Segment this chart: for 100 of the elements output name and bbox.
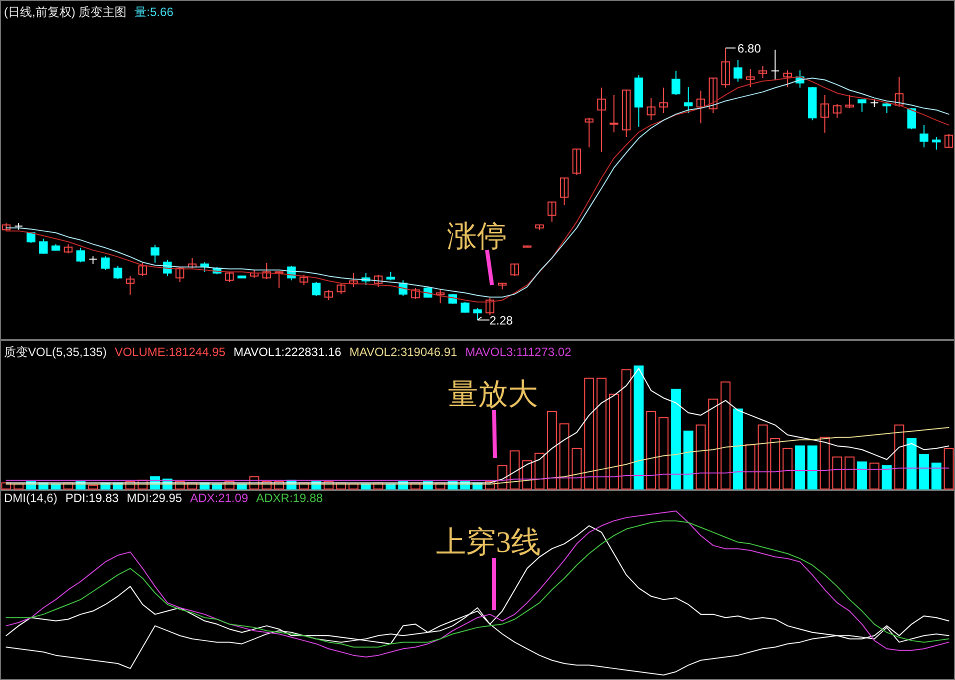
bar [174, 481, 185, 490]
candlestick [300, 274, 308, 286]
candlestick [832, 103, 842, 118]
candlestick [510, 264, 520, 277]
candlestick [460, 301, 470, 314]
bar [534, 452, 544, 490]
text: MAVOL2:319046.91 [349, 345, 458, 359]
text: MAVOL3:111273.02 [465, 345, 572, 359]
candlestick [696, 90, 706, 124]
text: VOLUME:181244.95 [114, 345, 226, 359]
bar [608, 394, 619, 490]
text: PDI:19.83 [65, 491, 120, 505]
bar [634, 366, 644, 490]
candlestick [684, 86, 693, 114]
bar [919, 454, 929, 490]
candlestick [708, 78, 718, 114]
candlestick [758, 66, 768, 79]
candlestick [894, 76, 904, 108]
chart-title: DMI(14,6) [4, 491, 58, 505]
bar [832, 456, 842, 490]
bar [770, 438, 780, 490]
candlestick [548, 202, 556, 222]
candlestick [262, 262, 271, 280]
text: MDI:29.95 [126, 491, 182, 505]
bar [795, 445, 805, 490]
candlestick [770, 49, 780, 80]
candlestick [411, 288, 420, 300]
candlestick [188, 258, 197, 269]
candlestick [138, 262, 147, 277]
candlestick [336, 282, 346, 295]
candlestick [932, 136, 941, 150]
bar [708, 398, 718, 490]
bar [484, 481, 495, 490]
bar [758, 424, 768, 490]
bar [782, 448, 793, 490]
candlestick [274, 270, 284, 289]
candlestick [88, 256, 98, 265]
bar [572, 448, 582, 490]
candlestick [113, 265, 122, 280]
bar [510, 450, 520, 490]
candlestick [721, 48, 730, 88]
bar [820, 436, 830, 490]
bar [857, 461, 867, 490]
bar [262, 481, 272, 490]
bar [894, 424, 904, 490]
candlestick [920, 124, 928, 148]
text: ADXR:19.88 [256, 491, 324, 505]
bar [274, 481, 284, 490]
bar [497, 465, 508, 490]
annotation: 2.28 [490, 313, 514, 328]
candlestick [374, 274, 383, 288]
bar [906, 438, 917, 490]
bar [249, 476, 260, 490]
bar [658, 417, 669, 490]
candlestick [845, 94, 854, 109]
bar [683, 430, 694, 490]
candlestick [486, 297, 494, 316]
candlestick [584, 117, 594, 148]
bar [869, 462, 880, 490]
candlestick [882, 102, 892, 114]
annotation: 量放大 [448, 378, 538, 411]
bar [88, 484, 98, 490]
candlestick [560, 177, 569, 206]
bar [720, 381, 731, 490]
bar [596, 378, 606, 490]
bar [732, 408, 743, 490]
chart-title: 质变VOL(5,35,135) [4, 345, 107, 359]
bar [670, 388, 681, 490]
annotation: 6.80 [738, 41, 762, 56]
candlestick [76, 247, 85, 263]
chart-title: (日线,前复权) 质变主图 [4, 5, 127, 19]
bar [584, 378, 594, 490]
bar [646, 411, 656, 490]
candlestick [622, 90, 631, 138]
bar [807, 445, 818, 490]
candlestick [436, 288, 445, 304]
candlestick [150, 244, 160, 264]
candlestick [820, 94, 830, 134]
bar [931, 462, 942, 490]
candlestick [944, 134, 954, 148]
candlestick [473, 307, 482, 320]
candlestick [659, 87, 668, 114]
candlestick [734, 60, 742, 82]
bar [522, 460, 532, 490]
candlestick [858, 98, 866, 112]
bar [844, 456, 855, 490]
bar [696, 424, 706, 490]
annotation: 涨停 [447, 220, 507, 253]
candlestick [746, 68, 755, 88]
candlestick [672, 70, 680, 96]
candlestick [312, 282, 321, 296]
text: ADX:21.09 [190, 491, 248, 505]
candlestick [126, 276, 135, 296]
chart-subtitle: 量:5.66 [134, 5, 174, 19]
annotation: 上穿3线 [436, 526, 541, 559]
bar [224, 481, 234, 490]
bar [546, 411, 557, 490]
candlestick [646, 97, 656, 121]
candlestick [39, 238, 48, 254]
candlestick [572, 148, 582, 176]
